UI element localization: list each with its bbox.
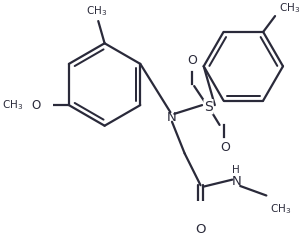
Text: N: N (166, 111, 176, 124)
Text: H: H (232, 165, 240, 175)
Text: N: N (231, 175, 241, 188)
Text: CH$_3$: CH$_3$ (86, 4, 107, 18)
Text: O: O (220, 141, 230, 154)
Text: CH$_3$: CH$_3$ (279, 1, 300, 15)
Text: O: O (187, 54, 197, 67)
Text: S: S (204, 100, 213, 114)
Text: CH$_3$: CH$_3$ (270, 202, 292, 216)
Text: CH$_3$: CH$_3$ (2, 98, 24, 112)
Text: O: O (195, 223, 206, 236)
Text: O: O (31, 99, 40, 112)
